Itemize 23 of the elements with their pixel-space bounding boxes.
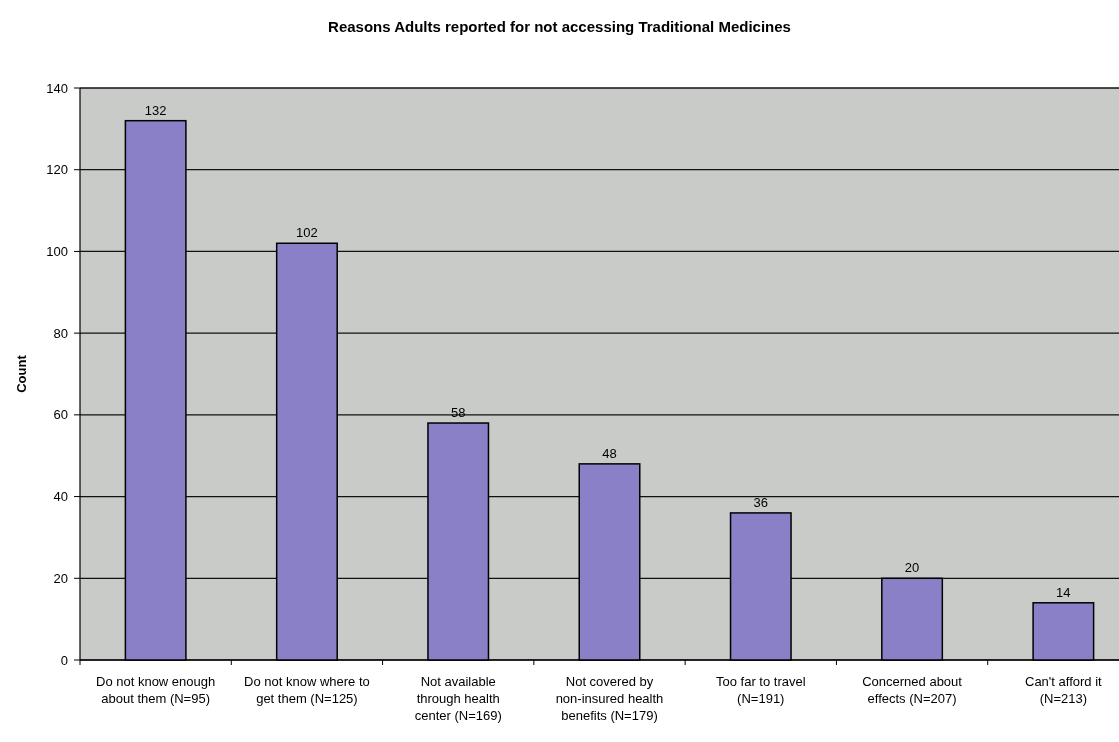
data-label: 14 [1056, 584, 1071, 600]
data-label: 36 [753, 494, 769, 510]
x-tick-label: Not available through health center (N=169) [414, 674, 502, 723]
y-tick-label: 60 [53, 407, 68, 423]
y-tick-label: 40 [53, 489, 68, 505]
x-tick-label: Do not know where to get them (N=125) [244, 674, 370, 706]
y-tick-label: 120 [46, 162, 68, 178]
x-tick-label: Not covered by non-insured health benefits (N=179) [555, 674, 664, 723]
data-label: 132 [144, 102, 167, 118]
y-tick-label: 20 [53, 570, 68, 586]
chart-title: Reasons Adults reported for not accessing Traditional Medicines [328, 18, 791, 35]
y-axis-title: Count [14, 354, 29, 393]
x-tick-label: Do not know enough about them (N=95) [96, 674, 216, 706]
x-tick-label: Concerned about effects (N=207) [862, 674, 963, 706]
x-tick-label: Too far to travel (N=191) [715, 674, 806, 706]
y-tick-label: 100 [46, 243, 68, 259]
y-tick-label: 0 [60, 652, 68, 668]
data-label: 48 [602, 445, 617, 461]
y-tick-label: 80 [53, 325, 68, 341]
x-tick-label: Can't afford it (N=213) [1025, 674, 1103, 706]
data-label: 20 [904, 560, 920, 576]
y-tick-label: 140 [46, 80, 68, 96]
data-label: 102 [296, 225, 318, 241]
